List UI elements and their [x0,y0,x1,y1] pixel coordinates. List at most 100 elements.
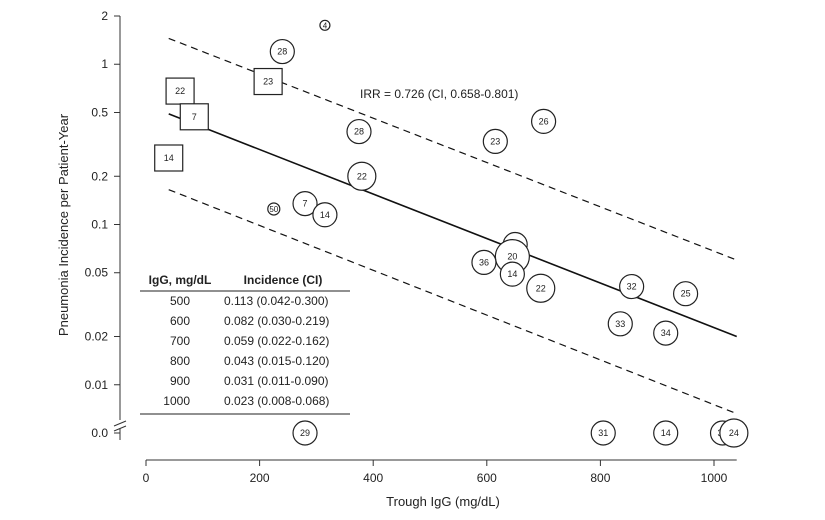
point-label: 31 [598,428,608,438]
point-label: 7 [303,199,308,209]
x-tick-label: 0 [143,471,150,485]
y-tick-label: 2 [101,9,108,23]
table-header: Incidence (CI) [244,273,323,287]
data-point-circle: 31 [590,420,616,446]
point-marker [590,420,616,446]
data-point-circle: 28 [346,118,372,145]
point-label: 14 [320,210,330,220]
y-tick-label: 1 [101,57,108,71]
y-tick-label: 0.0 [91,426,108,440]
table-cell-incidence: 0.031 (0.011-0.090) [224,374,329,388]
x-tick-label: 1000 [701,471,728,485]
y-tick-label: 0.01 [85,378,109,392]
point-marker [346,118,372,145]
data-point-square: 7 [179,103,209,131]
point-label: 36 [479,257,489,267]
ci-lower-line [168,189,737,415]
point-marker [312,202,338,228]
data-point-circle: 24 [719,418,749,448]
point-marker [482,128,508,155]
x-tick-label: 600 [477,471,497,485]
x-tick-label: 800 [590,471,610,485]
y-axis-break [113,420,127,432]
table-cell-incidence: 0.082 (0.030-0.219) [224,314,329,328]
point-marker [672,281,699,307]
data-point-circle: 50 [267,202,281,216]
point-marker [653,420,679,446]
table-cell-igg: 900 [170,374,190,388]
point-marker [319,19,331,31]
point-label: 25 [681,289,691,299]
point-label: 20 [507,252,517,262]
point-marker [179,103,209,131]
table-cell-igg: 700 [170,334,190,348]
data-point-square: 14 [154,144,184,172]
point-label: 14 [661,428,671,438]
point-marker [499,261,525,287]
y-axis-label: Pneumonia Incidence per Patient-Year [56,113,71,336]
data-point-circle: 34 [653,320,679,346]
data-point-circle: 14 [312,202,338,228]
point-marker [269,38,295,65]
x-tick-label: 400 [363,471,383,485]
point-label: 4 [323,21,328,30]
point-label: 7 [192,112,197,122]
table-cell-igg: 800 [170,354,190,368]
point-label: 23 [263,77,273,87]
data-point-circle: 23 [482,128,508,155]
point-marker [154,144,184,172]
data-point-circle: 7 [292,191,318,217]
x-axis-label: Trough IgG (mg/dL) [386,494,500,509]
point-label: 22 [357,171,367,181]
y-tick-label: 0.1 [91,218,108,232]
table-cell-incidence: 0.043 (0.015-0.120) [224,354,329,368]
y-tick-label: 0.5 [91,105,108,119]
point-label: 34 [661,328,671,338]
point-marker [530,108,557,134]
point-label: 29 [300,428,310,438]
y-tick-label: 0.05 [85,266,109,280]
table-cell-incidence: 0.113 (0.042-0.300) [224,294,329,308]
table-cell-igg: 1000 [163,394,190,408]
point-label: 28 [277,47,287,57]
point-label: 22 [175,86,185,96]
incidence-table: IgG, mg/dL Incidence (CI) 500 0.113 (0.042-… [140,273,350,415]
x-tick-label: 200 [250,471,270,485]
data-point-circle: 36 [471,249,497,276]
point-marker [526,273,556,303]
point-label: 33 [615,319,625,329]
data-points: 4283023227144262823225071472036142232253… [154,19,749,448]
point-marker [267,202,281,216]
point-label: 22 [536,283,546,293]
data-point-circle: 25 [672,281,699,307]
point-marker [719,418,749,448]
point-marker [607,311,633,337]
data-point-circle: 14 [653,420,679,446]
point-label: 26 [539,116,549,126]
point-marker [253,67,283,96]
point-label: 14 [507,269,517,279]
point-label: 28 [354,127,364,137]
table-cell-igg: 600 [170,314,190,328]
data-point-square: 23 [253,67,283,96]
point-marker [471,249,497,276]
y-tick-label: 0.02 [85,330,109,344]
data-point-circle: 22 [347,161,377,191]
data-point-circle: 22 [526,273,556,303]
point-marker [653,320,679,346]
data-point-circle: 26 [530,108,557,134]
data-point-circle: 4 [319,19,331,31]
point-label: 23 [490,136,500,146]
regression-line [168,113,738,338]
data-point-circle: 14 [499,261,525,287]
axes: 2 1 0.5 0.2 0.1 0.05 0.02 0.01 0.0 0 200 400 600 800 1… [85,9,737,485]
point-marker [292,420,318,446]
point-label: 24 [729,428,739,438]
y-tick-label: 0.2 [91,169,108,183]
data-point-square: 22 [165,77,195,105]
table-cell-igg: 500 [170,294,190,308]
data-point-circle: 33 [607,311,633,337]
point-marker [347,161,377,191]
point-marker [292,191,318,217]
